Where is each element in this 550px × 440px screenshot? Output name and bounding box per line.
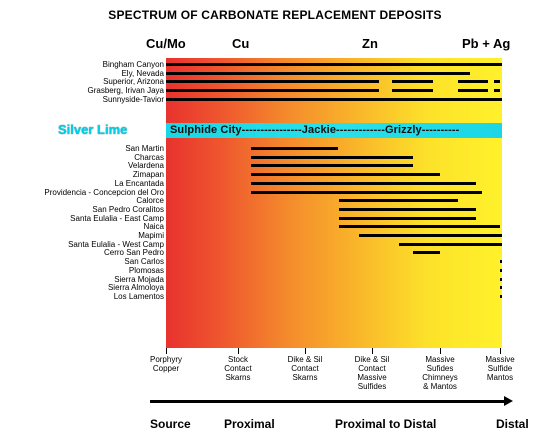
- deposit-range-bar: [500, 277, 502, 281]
- deposit-range-bar: [166, 97, 502, 101]
- deposit-range-bar: [500, 260, 502, 264]
- deposit-range-bar: [500, 286, 502, 290]
- x-axis-tick: [166, 348, 167, 354]
- deposit-range-bar: [412, 251, 440, 255]
- deposit-spectrum-plot: [166, 58, 502, 348]
- deposit-range-bar: [166, 63, 502, 66]
- deposit-label: Calorce: [136, 196, 164, 206]
- x-axis-tick: [500, 348, 501, 354]
- deposit-range-bar: [358, 234, 502, 237]
- deposit-range-bar: [494, 80, 500, 84]
- x-axis-tick: [372, 348, 373, 354]
- diagram-title: SPECTRUM OF CARBONATE REPLACEMENT DEPOSI…: [108, 8, 442, 22]
- metal-label-cu-mo: Cu/Mo: [146, 36, 186, 51]
- deposit-range-bar: [338, 216, 476, 220]
- deposit-label: Providencia - Concepcion del Oro: [44, 187, 164, 197]
- deposit-label: Sierra Almoloya: [107, 283, 164, 293]
- deposit-range-bar: [251, 155, 413, 159]
- deposit-label: Grasberg, Irivan Jaya: [87, 86, 164, 96]
- x-axis-tick: [440, 348, 441, 354]
- deposit-label: La Encantada: [114, 178, 164, 188]
- deposit-range-bar: [166, 89, 379, 93]
- x-axis-category-label: Massive Sufides Chimneys & Mantos: [422, 355, 458, 391]
- x-axis-category-label: Dike & Sil Contact Massive Sulfides: [354, 355, 390, 391]
- metal-label-cu: Cu: [232, 36, 250, 51]
- x-axis-tick: [305, 348, 306, 354]
- deposit-range-bar: [166, 80, 379, 84]
- deposit-label: Naica: [143, 222, 164, 232]
- deposit-range-bar: [399, 242, 502, 246]
- deposit-range-bar: [251, 181, 476, 185]
- deposit-range-bar: [494, 89, 500, 93]
- deposit-label: Sunnyside-Tavior: [102, 94, 164, 104]
- deposit-range-bar: [251, 173, 440, 177]
- deposit-range-bar: [392, 89, 434, 93]
- deposit-label: Santa Eulalia - East Camp: [70, 213, 164, 223]
- deposit-range-bar: [166, 71, 470, 75]
- silver-lime-band: [166, 123, 502, 138]
- x-axis-tick: [238, 348, 239, 354]
- deposit-label: Mapimi: [138, 231, 164, 240]
- deposit-range-bar: [338, 207, 476, 211]
- deposit-label: Zimapan: [132, 170, 164, 180]
- deposit-range-bar: [338, 225, 500, 229]
- x-axis-category-label: Dike & Sil Contact Skarns: [287, 355, 323, 382]
- deposit-label: San Pedro Coralitos: [92, 204, 164, 214]
- deposit-label: Santa Eulalia - West Camp: [68, 239, 164, 249]
- metal-label-pb-ag: Pb + Ag: [462, 36, 511, 51]
- x-axis-category-label: Massive Sulfide Mantos: [485, 355, 515, 382]
- x-axis-category-label: Stock Contact Skarns: [224, 355, 252, 382]
- deposit-range-bar: [458, 80, 488, 84]
- arrow-label-source: Source: [150, 417, 191, 431]
- arrow-label-distal: Distal: [496, 417, 529, 431]
- deposit-label: Ely, Nevada: [121, 68, 164, 78]
- deposit-range-bar: [338, 199, 458, 203]
- deposit-label: San Carlos: [124, 257, 164, 267]
- silver-lime-label: Silver Lime: [58, 122, 128, 137]
- deposit-range-bar: [500, 294, 502, 298]
- silver-lime-band-text: Sulphide City----------------Jackie-----…: [170, 124, 460, 136]
- x-axis-category-label: Porphyry Copper: [149, 355, 182, 373]
- deposit-range-bar: [500, 268, 502, 272]
- deposit-label: Bingham Canyon: [102, 60, 164, 69]
- metal-label-zn: Zn: [362, 36, 378, 51]
- arrow-label-proximal-to-distal: Proximal to Distal: [335, 417, 437, 431]
- deposit-range-bar: [392, 80, 434, 84]
- arrow-label-proximal: Proximal: [224, 417, 275, 431]
- source-distal-arrow-line: [150, 400, 506, 403]
- deposit-range-bar: [458, 89, 488, 93]
- deposit-label: Velardena: [127, 161, 164, 171]
- deposit-range-bar: [251, 190, 482, 194]
- deposit-label: Cerro San Pedro: [103, 248, 164, 258]
- deposit-label: Charcas: [134, 152, 164, 162]
- deposit-range-bar: [251, 164, 413, 168]
- deposit-label: Sierra Mojada: [114, 274, 164, 284]
- deposit-label: Plomosas: [128, 265, 164, 275]
- deposit-label: San Martin: [125, 144, 164, 153]
- deposit-label: Los Lamentos: [113, 291, 164, 301]
- deposit-label: Superior, Arizona: [103, 77, 164, 87]
- arrow-head-icon: [504, 396, 513, 406]
- deposit-range-bar: [251, 147, 339, 150]
